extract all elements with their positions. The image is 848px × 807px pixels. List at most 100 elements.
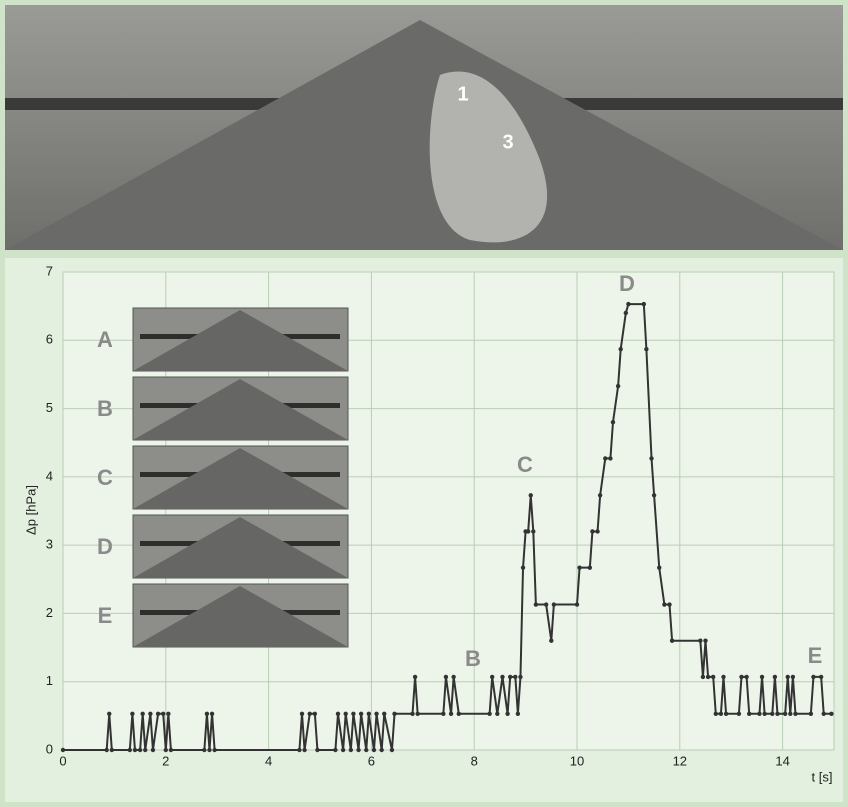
data-point bbox=[575, 602, 579, 606]
x-tick-label: 14 bbox=[775, 753, 789, 768]
data-point bbox=[356, 748, 360, 752]
data-point bbox=[739, 675, 743, 679]
figure: 1 3 0246810121401234567 ABCDE BCDE t [s]… bbox=[0, 0, 848, 807]
data-point bbox=[762, 712, 766, 716]
data-point bbox=[611, 420, 615, 424]
data-point bbox=[374, 712, 378, 716]
data-point bbox=[701, 675, 705, 679]
data-point bbox=[714, 712, 718, 716]
data-point bbox=[770, 712, 774, 716]
data-point bbox=[721, 675, 725, 679]
data-point bbox=[822, 712, 826, 716]
data-point bbox=[649, 456, 653, 460]
data-point bbox=[490, 675, 494, 679]
data-point bbox=[549, 639, 553, 643]
data-point bbox=[516, 712, 520, 716]
data-point bbox=[315, 748, 319, 752]
data-point bbox=[451, 675, 455, 679]
data-point bbox=[336, 712, 340, 716]
data-point bbox=[130, 712, 134, 716]
annotation: D bbox=[619, 271, 635, 296]
data-point bbox=[110, 748, 114, 752]
x-tick-label: 8 bbox=[471, 753, 478, 768]
data-point bbox=[793, 712, 797, 716]
data-point bbox=[603, 456, 607, 460]
data-point bbox=[151, 748, 155, 752]
data-point bbox=[788, 712, 792, 716]
data-point bbox=[773, 675, 777, 679]
data-point bbox=[757, 712, 761, 716]
x-tick-label: 4 bbox=[265, 753, 272, 768]
data-point bbox=[367, 712, 371, 716]
data-point bbox=[302, 748, 306, 752]
data-point bbox=[444, 675, 448, 679]
data-point bbox=[372, 748, 376, 752]
data-point bbox=[786, 675, 790, 679]
data-point bbox=[351, 712, 355, 716]
photo-label: 3 bbox=[502, 131, 513, 153]
data-point bbox=[626, 302, 630, 306]
y-tick-label: 0 bbox=[46, 741, 53, 756]
photo-label: 1 bbox=[457, 83, 468, 105]
x-tick-label: 6 bbox=[368, 753, 375, 768]
data-point bbox=[344, 712, 348, 716]
data-point bbox=[133, 748, 137, 752]
data-point bbox=[441, 712, 445, 716]
inset-label: D bbox=[97, 534, 113, 559]
data-point bbox=[390, 748, 394, 752]
data-point bbox=[775, 712, 779, 716]
data-point bbox=[744, 675, 748, 679]
inset-label: E bbox=[98, 603, 113, 628]
data-point bbox=[724, 712, 728, 716]
data-point bbox=[711, 675, 715, 679]
data-point bbox=[534, 602, 538, 606]
data-point bbox=[297, 748, 301, 752]
data-point bbox=[521, 565, 525, 569]
x-tick-label: 2 bbox=[162, 753, 169, 768]
y-tick-label: 5 bbox=[46, 400, 53, 415]
data-point bbox=[819, 675, 823, 679]
data-point bbox=[552, 602, 556, 606]
data-point bbox=[698, 639, 702, 643]
y-tick-label: 1 bbox=[46, 673, 53, 688]
annotation: C bbox=[517, 452, 533, 477]
data-point bbox=[205, 712, 209, 716]
data-point bbox=[513, 675, 517, 679]
data-point bbox=[392, 712, 396, 716]
data-point bbox=[783, 712, 787, 716]
data-point bbox=[341, 748, 345, 752]
data-point bbox=[333, 748, 337, 752]
data-point bbox=[359, 712, 363, 716]
x-tick-label: 10 bbox=[570, 753, 584, 768]
data-point bbox=[703, 639, 707, 643]
data-point bbox=[161, 712, 165, 716]
data-point bbox=[379, 748, 383, 752]
photo: 1 3 bbox=[5, 5, 843, 250]
data-point bbox=[670, 639, 674, 643]
data-point bbox=[495, 712, 499, 716]
data-point bbox=[104, 748, 108, 752]
data-point bbox=[662, 602, 666, 606]
data-point bbox=[588, 565, 592, 569]
data-point bbox=[760, 675, 764, 679]
data-point bbox=[415, 712, 419, 716]
data-point bbox=[529, 493, 533, 497]
inset-label: C bbox=[97, 465, 113, 490]
data-point bbox=[518, 675, 522, 679]
data-point bbox=[505, 712, 509, 716]
x-tick-label: 0 bbox=[59, 753, 66, 768]
inset-label: B bbox=[97, 396, 113, 421]
data-point bbox=[207, 748, 211, 752]
annotation: B bbox=[465, 646, 481, 671]
y-tick-label: 2 bbox=[46, 605, 53, 620]
data-point bbox=[598, 493, 602, 497]
data-point bbox=[300, 712, 304, 716]
data-point bbox=[737, 712, 741, 716]
data-point bbox=[413, 675, 417, 679]
data-point bbox=[508, 675, 512, 679]
data-point bbox=[624, 311, 628, 315]
data-point bbox=[140, 712, 144, 716]
data-point bbox=[652, 493, 656, 497]
data-point bbox=[349, 748, 353, 752]
